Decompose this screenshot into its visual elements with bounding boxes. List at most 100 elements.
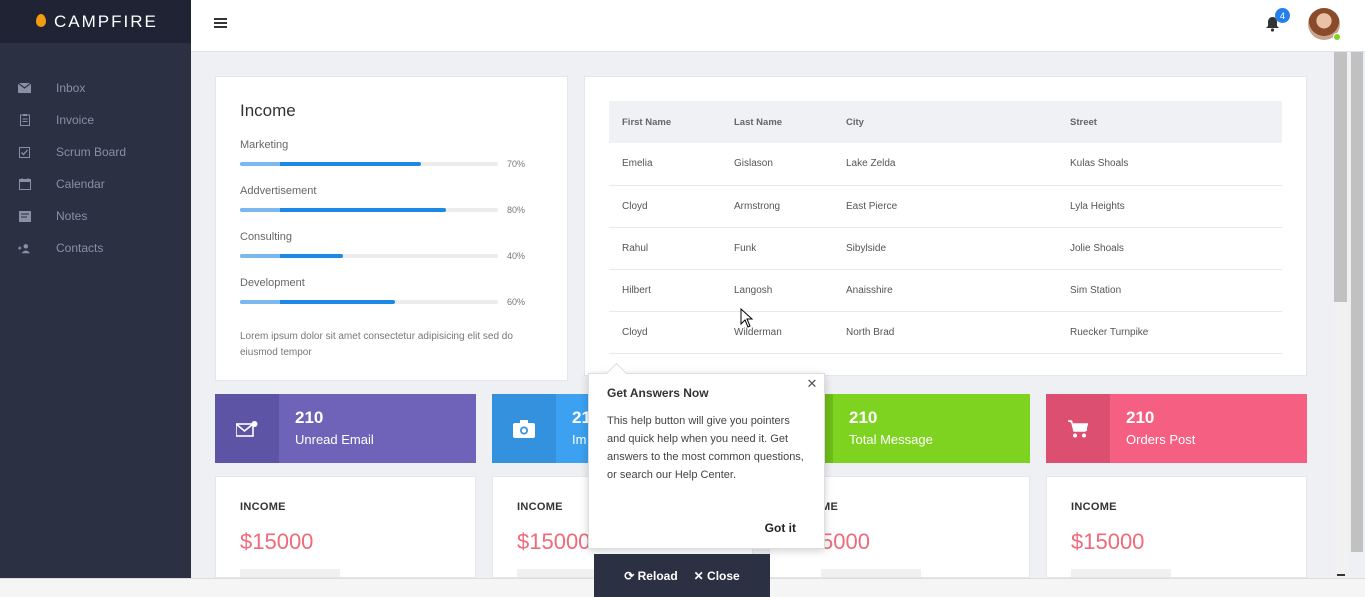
help-popover: ✕ Get Answers Now This help button will … [588,373,825,549]
camera-icon [492,394,556,463]
sidebar-item-calendar[interactable]: Calendar [0,168,191,200]
got-it-button[interactable]: Got it [764,521,796,535]
checkbox-icon [18,146,31,158]
note-icon [18,210,31,222]
table-cell: Anaisshire [833,269,1057,312]
income-box-value: 5000 [821,529,870,554]
reload-bar: ⟳ Reload ✕ Close [594,554,770,597]
table-cell: Langosh [721,269,833,312]
progress-percent: 40% [507,251,526,261]
progress-percent: 70% [507,159,526,169]
stat-tile-unread-email[interactable]: 210 Unread Email [215,394,476,463]
close-label: Close [707,568,740,583]
table-row[interactable]: Rahul Funk Sibylside Jolie Shoals [609,227,1282,270]
table-cell: Wilderman [721,311,833,354]
column-header[interactable]: First Name [622,116,672,128]
sidebar-item-contacts[interactable]: Contacts [0,232,191,264]
stat-label: Total Message [849,432,933,447]
progress-fill [240,208,447,212]
mail-icon [18,82,31,94]
reload-button[interactable]: ⟳ Reload [624,569,677,583]
sidebar-item-scrum-board[interactable]: Scrum Board [0,136,191,168]
email-icon [215,394,279,463]
income-box: INCOME $15000 [215,476,476,578]
mouse-cursor-icon [740,308,754,328]
reload-label: Reload [637,568,678,583]
table-row[interactable]: Emelia Gislason Lake Zelda Kulas Shoals [609,143,1282,186]
column-header[interactable]: City [846,116,864,128]
income-box-value: $15000 [240,529,314,554]
stat-label: Orders Post [1126,432,1196,447]
income-title: Income [240,101,296,120]
income-box-placeholder [821,569,921,577]
table-cell: Rahul [609,227,721,270]
progress-label: Development [240,277,305,289]
income-box-title: INCOME [240,501,286,513]
reload-icon: ⟳ [624,568,638,583]
progress-row: Development 60% [240,277,543,307]
clipboard-icon [18,114,31,126]
brand[interactable]: CAMPFIRE [0,0,191,43]
table-header-row: First Name Last Name City Street [609,101,1282,143]
progress-bar [240,300,498,304]
notification-badge: 4 [1275,8,1290,23]
progress-label: Marketing [240,139,289,151]
progress-fill [240,254,344,258]
income-box-placeholder [240,569,340,577]
income-box: INCOME $15000 [1046,476,1307,578]
table-cell: Jolie Shoals [1057,227,1282,270]
stat-tile-orders-post[interactable]: 210 Orders Post [1046,394,1307,463]
sidebar-item-invoice[interactable]: Invoice [0,104,191,136]
progress-fill [240,162,421,166]
stat-number: 21 [572,408,591,427]
stat-number: 210 [295,408,324,427]
brand-name: CAMPFIRE [54,11,158,31]
sidebar-item-label: Calendar [56,177,105,191]
progress-row: Marketing 70% [240,139,543,169]
table-cell: Cloyd [609,185,721,228]
income-description: Lorem ipsum dolor sit amet consectetur a… [240,331,513,358]
sidebar-item-notes[interactable]: Notes [0,200,191,232]
sidebar-item-label: Inbox [56,81,86,95]
table-row[interactable]: Hilbert Langosh Anaisshire Sim Station [609,269,1282,312]
menu-toggle-icon[interactable] [214,18,227,28]
table-row[interactable]: Cloyd Armstrong East Pierce Lyla Heights [609,185,1282,228]
income-box-value: $15000 [1071,529,1145,554]
progress-fill [240,300,395,304]
users-table-card: First Name Last Name City Street Emelia … [584,76,1307,376]
close-icon[interactable]: ✕ [806,376,818,391]
progress-percent: 80% [507,205,526,215]
income-box-value: $15000 [517,529,591,554]
progress-row: Addvertisement 80% [240,185,543,215]
table-row[interactable]: Cloyd Wilderman North Brad Ruecker Turnp… [609,311,1282,354]
sidebar-item-label: Scrum Board [56,145,127,159]
table-cell: Lake Zelda [833,143,1057,186]
outer-scrollbar-thumb[interactable] [1351,52,1363,552]
scrollbar-thumb[interactable] [1334,52,1347,302]
table-cell: Ruecker Turnpike [1057,311,1282,354]
popover-title: Get Answers Now [607,386,709,400]
progress-row: Consulting 40% [240,231,543,261]
close-icon: ✕ [693,568,708,583]
scroll-down-icon[interactable] [1337,574,1345,576]
table-cell: Lyla Heights [1057,185,1282,228]
progress-bar [240,162,498,166]
column-header[interactable]: Last Name [734,116,783,128]
table-cell: Hilbert [609,269,721,312]
close-button[interactable]: ✕ Close [694,569,740,583]
stat-number: 210 [1126,408,1155,427]
sidebar-item-label: Contacts [56,241,104,255]
progress-label: Addvertisement [240,185,317,197]
sidebar: CAMPFIRE Inbox Invoice Scrum Board Calen… [0,0,191,578]
income-box-title: INCOME [1071,501,1117,513]
sidebar-nav: Inbox Invoice Scrum Board Calendar Notes [0,72,191,264]
progress-percent: 60% [507,297,526,307]
sidebar-item-inbox[interactable]: Inbox [0,72,191,104]
progress-bar [240,208,498,212]
table-cell: Gislason [721,143,833,186]
calendar-icon [18,178,31,190]
table-cell: East Pierce [833,185,1057,228]
online-status-icon [1333,33,1341,41]
column-header[interactable]: Street [1070,116,1097,128]
sidebar-item-label: Invoice [56,113,95,127]
